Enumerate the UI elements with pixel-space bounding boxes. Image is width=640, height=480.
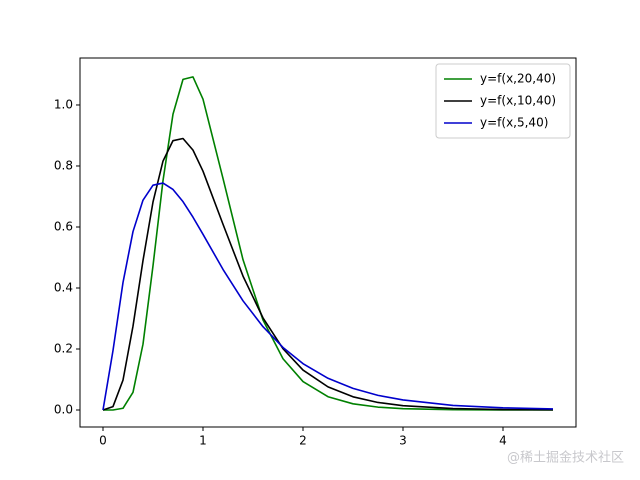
- y-tick-label: 0.8: [54, 158, 73, 172]
- y-tick-label: 0.4: [54, 280, 73, 294]
- plot-frame: [79, 57, 577, 428]
- x-tick-label: 3: [399, 434, 407, 448]
- line-series: [102, 76, 554, 411]
- x-tick-label: 0: [99, 434, 107, 448]
- x-tick-label: 4: [499, 434, 507, 448]
- y-tick-label: 1.0: [54, 97, 73, 111]
- x-tick-label: 2: [299, 434, 307, 448]
- y-tick-label: 0.2: [54, 342, 73, 356]
- legend-label: y=f(x,5,40): [480, 116, 548, 130]
- line-series: [102, 137, 554, 411]
- watermark: @稀土掘金技术社区: [507, 450, 624, 466]
- x-tick-label: 1: [199, 434, 207, 448]
- legend-label: y=f(x,20,40): [480, 72, 556, 86]
- legend-label: y=f(x,10,40): [480, 94, 556, 108]
- y-tick-label: 0.0: [54, 403, 73, 417]
- y-tick-label: 0.6: [54, 219, 73, 233]
- line-series: [102, 182, 554, 411]
- legend-box: [435, 63, 571, 139]
